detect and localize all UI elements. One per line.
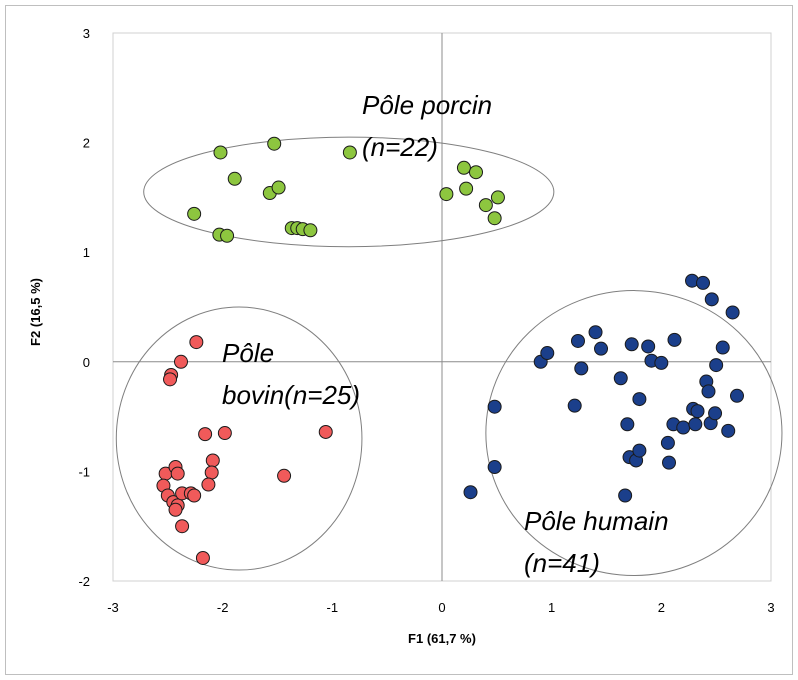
- data-point: [227, 171, 242, 186]
- y-tick-label: 1: [83, 245, 90, 260]
- x-tick-label: 0: [438, 600, 445, 615]
- data-point: [198, 427, 213, 442]
- data-point: [709, 358, 724, 373]
- cluster-ellipse: [485, 290, 783, 577]
- data-point: [195, 550, 210, 565]
- annotation-porcin: (n=22): [362, 132, 438, 162]
- y-tick-label: -1: [78, 464, 90, 479]
- data-point: [271, 180, 286, 195]
- data-point: [624, 337, 639, 352]
- data-point: [204, 465, 219, 480]
- data-point: [704, 292, 719, 307]
- data-point: [459, 181, 474, 196]
- data-point: [688, 417, 703, 432]
- data-point: [213, 145, 228, 160]
- data-point: [676, 420, 691, 435]
- data-point: [662, 455, 677, 470]
- data-point: [201, 477, 216, 492]
- x-axis-title: F1 (61,7 %): [408, 631, 476, 646]
- cluster-ellipses: [115, 136, 783, 577]
- data-point: [220, 228, 235, 243]
- y-tick-labels: -2 -1 0 1 2 3: [78, 26, 90, 589]
- data-point: [715, 340, 730, 355]
- x-tick-label: 1: [548, 600, 555, 615]
- data-point: [163, 372, 178, 387]
- cluster-ellipse: [143, 136, 555, 248]
- x-tick-label: -3: [107, 600, 119, 615]
- annotation-humain: Pôle humain: [524, 506, 669, 536]
- x-tick-label: 2: [658, 600, 665, 615]
- data-point: [205, 453, 220, 468]
- chart-frame: [5, 5, 793, 675]
- annotation-bovin: Pôle: [222, 338, 274, 368]
- data-point: [487, 211, 502, 226]
- data-point: [168, 502, 183, 517]
- data-point: [632, 392, 647, 407]
- data-point: [708, 406, 723, 421]
- y-tick-label: 0: [83, 355, 90, 370]
- data-point: [667, 332, 682, 347]
- x-tick-labels: -3 -2 -1 0 1 2 3: [107, 600, 774, 615]
- data-point: [725, 305, 740, 320]
- x-tick-label: -1: [327, 600, 339, 615]
- data-point: [267, 136, 282, 151]
- data-point: [594, 341, 609, 356]
- data-point: [175, 519, 190, 534]
- y-axis-title: F2 (16,5 %): [28, 278, 43, 346]
- annotation-porcin: Pôle porcin: [362, 90, 492, 120]
- data-point: [696, 275, 711, 290]
- annotation-humain: (n=41): [524, 548, 600, 578]
- data-point: [721, 423, 736, 438]
- data-point: [632, 443, 647, 458]
- cluster-annotations: Pôle porcin (n=22) Pôle bovin(n=25) Pôle hum…: [222, 90, 669, 578]
- y-tick-label: 3: [83, 26, 90, 41]
- data-point: [217, 426, 232, 441]
- data-point: [567, 398, 582, 413]
- data-point: [463, 485, 478, 500]
- data-point: [690, 404, 705, 419]
- data-points: [156, 136, 745, 565]
- data-point: [641, 339, 656, 354]
- data-point: [701, 384, 716, 399]
- data-point: [187, 206, 202, 221]
- data-point: [618, 488, 633, 503]
- data-point: [342, 145, 357, 160]
- data-point: [318, 424, 333, 439]
- data-point: [540, 346, 555, 361]
- data-point: [613, 371, 628, 386]
- data-point: [439, 187, 454, 202]
- data-point: [660, 435, 675, 450]
- cluster-ellipse: [115, 306, 363, 571]
- data-point: [490, 190, 505, 205]
- data-point: [456, 160, 471, 175]
- data-point: [487, 399, 502, 414]
- data-point: [730, 388, 745, 403]
- data-point: [187, 488, 202, 503]
- data-point: [570, 333, 585, 348]
- y-tick-label: -2: [78, 574, 90, 589]
- axes: [112, 32, 772, 582]
- data-point: [173, 354, 188, 369]
- data-point: [189, 335, 204, 350]
- data-point: [620, 417, 635, 432]
- data-point: [478, 198, 493, 213]
- data-point: [654, 355, 669, 370]
- data-point: [170, 466, 185, 481]
- data-point: [468, 165, 483, 180]
- data-point: [588, 325, 603, 340]
- data-point: [277, 468, 292, 483]
- x-tick-label: -2: [217, 600, 229, 615]
- annotation-bovin: bovin(n=25): [222, 380, 360, 410]
- x-tick-label: 3: [767, 600, 774, 615]
- data-point: [487, 460, 502, 475]
- y-tick-label: 2: [83, 136, 90, 151]
- data-point: [303, 223, 318, 238]
- data-point: [574, 361, 589, 376]
